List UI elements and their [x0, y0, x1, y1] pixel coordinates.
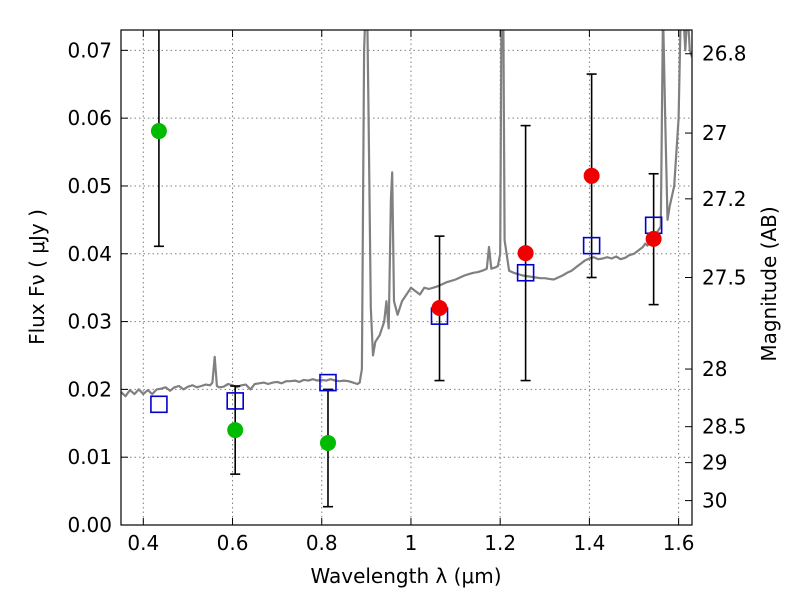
- y-tick-label: 0.05: [67, 174, 112, 198]
- y2-tick-label: 27.5: [702, 266, 747, 290]
- synthetic-photometry-square: [319, 373, 337, 392]
- detected-point: [431, 300, 448, 317]
- synthetic-photometry-square: [150, 395, 168, 414]
- axis-ticks: 0.4 0.6 0.8 1 1.2 1.4 1.6 0.00 0.01 0.02 0.03 0.04 0…: [67, 30, 747, 555]
- detected-point: [583, 167, 600, 184]
- y-tick-label: 0.07: [67, 38, 112, 62]
- y2-tick-label: 27: [702, 121, 727, 145]
- x-tick-label: 1.2: [484, 531, 516, 555]
- model-spectrum-line: [121, 30, 692, 398]
- upper-limit-point: [227, 422, 244, 439]
- y-tick-label: 0.01: [67, 445, 112, 469]
- y-axis-label: Flux Fν ( μJy ): [25, 209, 49, 345]
- y-tick-label: 0.04: [67, 242, 112, 266]
- y2-tick-label: 28: [702, 357, 727, 381]
- y-tick-label: 0.03: [67, 310, 112, 334]
- y-tick-label: 0.02: [67, 377, 112, 401]
- x-axis-label: Wavelength λ (μm): [310, 564, 501, 588]
- y2-tick-label: 27.2: [702, 187, 747, 211]
- x-tick-label: 1.6: [663, 531, 695, 555]
- x-tick-label: 0.4: [127, 531, 159, 555]
- y2-tick-label: 30: [702, 489, 727, 513]
- y-tick-label: 0.06: [67, 106, 112, 130]
- y2-tick-label: 29: [702, 451, 727, 475]
- synthetic-photometry-square: [516, 263, 535, 282]
- y-tick-label: 0.00: [67, 513, 112, 537]
- detected-point: [517, 245, 534, 262]
- synthetic-photometry-square: [226, 392, 244, 410]
- detected-point: [645, 230, 662, 247]
- y2-axis-label: Magnitude (AB): [757, 206, 781, 361]
- upper-limit-point: [150, 123, 167, 140]
- y2-tick-label: 26.8: [702, 42, 747, 66]
- plot-area: [121, 30, 692, 508]
- grid: [121, 30, 692, 525]
- x-tick-label: 0.8: [306, 531, 338, 555]
- x-tick-label: 0.6: [217, 531, 249, 555]
- x-tick-label: 1.4: [573, 531, 605, 555]
- synthetic-photometry-square: [582, 236, 601, 255]
- upper-limit-point: [319, 434, 336, 451]
- y2-tick-label: 28.5: [702, 415, 747, 439]
- x-tick-label: 1: [405, 531, 418, 555]
